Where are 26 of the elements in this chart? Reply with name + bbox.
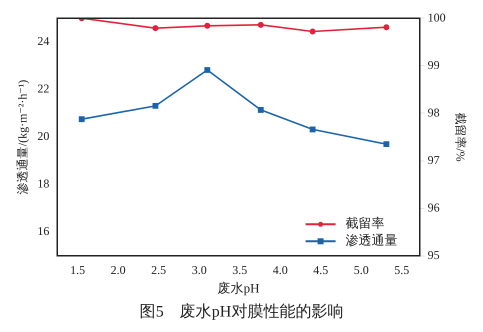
- y-tick-label: 16: [37, 224, 50, 238]
- x-tick-label: 3.0: [192, 263, 207, 278]
- y-tick-label: 22: [37, 82, 50, 96]
- x-tick-label: 5.5: [394, 263, 410, 278]
- x-axis-title: 废水pH: [218, 280, 260, 296]
- y2-tick-label: 100: [428, 10, 446, 24]
- legend-label: 渗透通量: [346, 232, 398, 248]
- x-tick-label: 2.5: [151, 263, 166, 278]
- y2-tick-label: 98: [428, 105, 440, 120]
- y-tick-label: 18: [37, 176, 50, 191]
- y-tick-label: 20: [37, 129, 50, 144]
- x-tick-label: 4.0: [272, 263, 288, 278]
- x-tick-label: 5.0: [354, 263, 369, 278]
- y-axis-title: 渗透通量/(kg·m⁻²·h⁻¹): [15, 80, 30, 194]
- x-tick-label: 3.5: [232, 263, 248, 278]
- y2-axis-title: 截留率/%: [454, 112, 468, 162]
- y2-tick-label: 99: [428, 58, 440, 72]
- y2-tick-label: 95: [428, 248, 440, 262]
- x-tick-label: 2.0: [110, 263, 126, 278]
- y2-tick-label: 96: [428, 200, 440, 214]
- x-tick-label: 1.5: [70, 263, 86, 278]
- y2-tick-label: 97: [428, 152, 440, 167]
- legend-label: 截留率: [346, 216, 385, 231]
- text: 图5 废水pH对膜性能的影响: [140, 302, 344, 321]
- y-tick-label: 24: [37, 34, 50, 48]
- x-tick-label: 4.5: [313, 263, 328, 278]
